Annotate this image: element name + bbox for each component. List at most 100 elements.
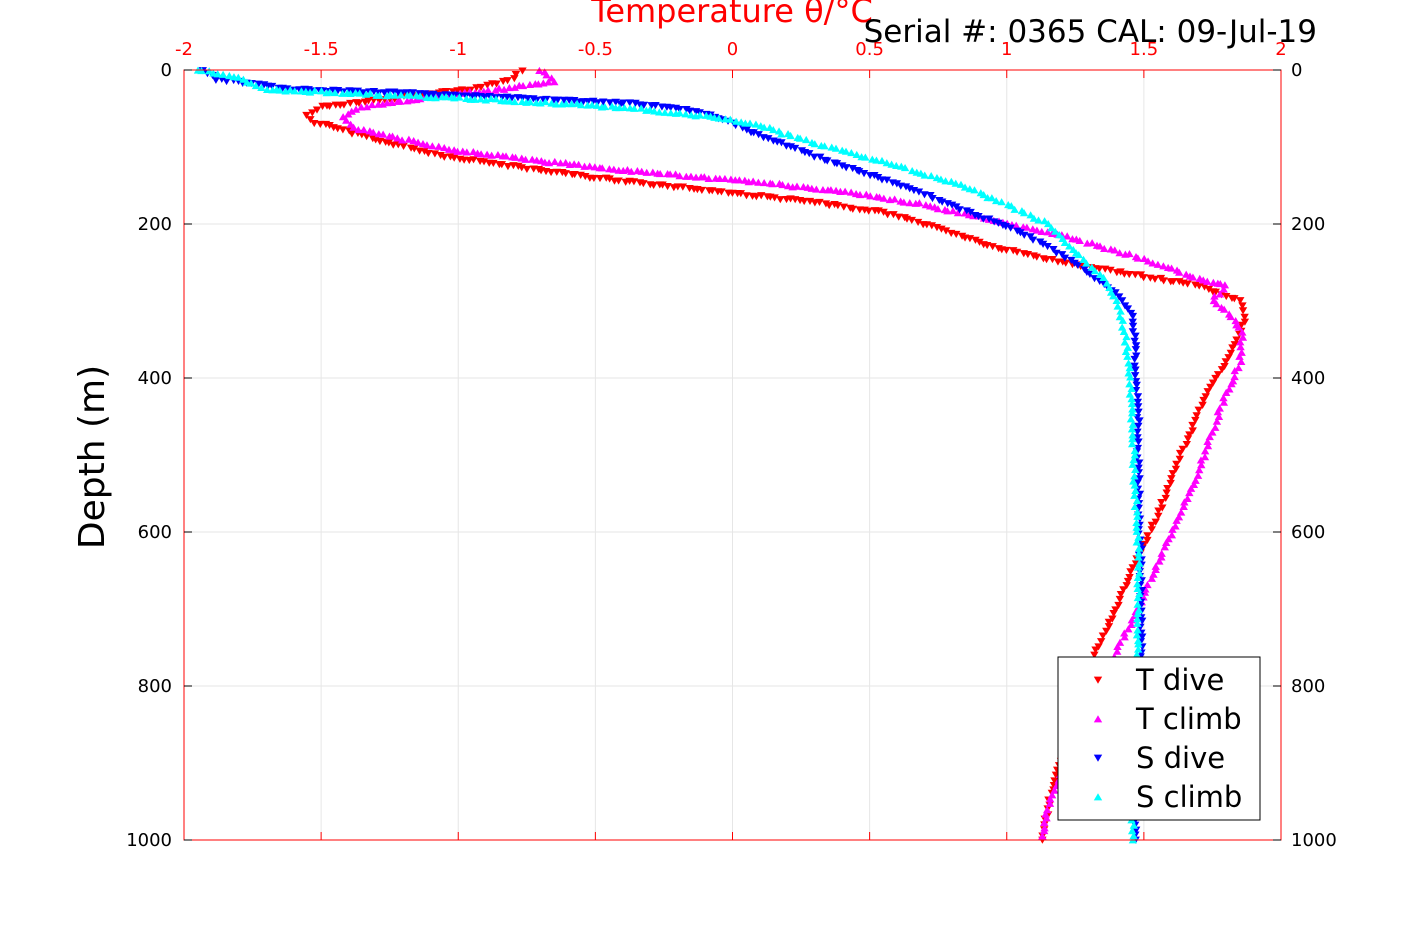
data-point — [570, 170, 579, 179]
data-point — [720, 174, 730, 183]
data-point — [393, 97, 403, 105]
y-tick-label-left: 200 — [138, 214, 172, 235]
data-point — [1224, 354, 1233, 362]
data-point — [1041, 810, 1050, 818]
y-tick-label-right: 1000 — [1291, 830, 1337, 851]
data-point — [561, 170, 570, 178]
data-point — [599, 98, 608, 106]
data-point — [444, 145, 454, 153]
data-point — [714, 114, 724, 122]
data-point — [759, 123, 769, 131]
data-point — [440, 143, 449, 152]
data-point — [325, 88, 334, 96]
data-point — [1206, 383, 1215, 391]
data-point — [1109, 609, 1118, 618]
data-point — [1096, 638, 1106, 646]
data-point — [1105, 283, 1114, 291]
data-point — [1157, 549, 1166, 557]
data-point — [503, 163, 513, 171]
data-point — [1188, 427, 1197, 435]
data-point — [879, 208, 888, 216]
data-point — [1130, 451, 1140, 459]
series-t-dive — [302, 67, 1250, 844]
data-point — [1134, 408, 1143, 416]
data-point — [429, 90, 438, 98]
data-point — [892, 161, 901, 170]
data-point — [1167, 475, 1176, 483]
data-point — [1133, 563, 1143, 571]
data-point — [1010, 205, 1019, 213]
data-point — [609, 165, 619, 173]
data-point — [1157, 498, 1166, 507]
data-point — [205, 67, 214, 75]
data-point — [855, 190, 865, 199]
data-point — [915, 199, 924, 207]
data-point — [1127, 409, 1137, 417]
data-point — [1217, 366, 1227, 374]
y-tick-label-left: 0 — [161, 60, 172, 81]
data-point — [1050, 777, 1059, 785]
data-point — [663, 183, 672, 191]
data-point — [1188, 421, 1197, 430]
data-point — [639, 180, 648, 188]
data-point — [344, 110, 353, 118]
data-point — [1129, 821, 1139, 829]
data-point — [1128, 435, 1137, 443]
data-point — [1019, 209, 1029, 217]
data-point — [1126, 373, 1135, 381]
data-point — [1012, 248, 1022, 256]
data-point — [974, 212, 983, 221]
data-point — [1100, 244, 1109, 252]
data-point — [988, 243, 997, 251]
data-point — [991, 197, 1001, 205]
data-point — [1090, 651, 1099, 659]
x-tick-label: -1.5 — [304, 39, 339, 60]
data-point — [1219, 305, 1229, 313]
data-point — [1119, 586, 1128, 594]
data-point — [491, 86, 500, 94]
data-point — [523, 95, 532, 103]
data-point — [1234, 323, 1243, 331]
data-point — [655, 108, 664, 116]
data-point — [979, 215, 988, 223]
data-point — [770, 194, 779, 202]
data-point — [1124, 625, 1133, 633]
data-point — [757, 192, 766, 200]
data-point — [1034, 216, 1043, 224]
data-point — [410, 145, 419, 153]
data-point — [947, 177, 956, 185]
data-point — [1212, 300, 1221, 308]
data-point — [831, 144, 841, 152]
data-point — [234, 73, 243, 81]
data-point — [1128, 564, 1137, 572]
data-point — [359, 89, 368, 97]
data-point — [1133, 593, 1143, 602]
data-point — [515, 81, 524, 89]
data-point — [593, 99, 602, 107]
data-point — [1201, 393, 1210, 401]
data-point — [1125, 364, 1134, 372]
data-point — [776, 196, 785, 204]
data-point — [1168, 470, 1177, 478]
data-point — [1133, 254, 1143, 262]
legend-box — [1057, 656, 1261, 821]
data-point — [1129, 456, 1138, 464]
data-point — [1116, 591, 1126, 599]
data-point — [717, 188, 726, 196]
data-point — [487, 151, 496, 159]
data-point — [620, 103, 629, 111]
data-point — [1153, 260, 1163, 268]
data-point — [956, 180, 966, 188]
data-point — [1132, 631, 1142, 639]
data-point — [1112, 296, 1121, 304]
data-point — [1134, 403, 1143, 411]
data-point — [317, 87, 326, 95]
data-point — [675, 172, 684, 180]
data-point — [310, 86, 319, 95]
data-point — [355, 89, 364, 97]
data-point — [778, 180, 787, 189]
data-point — [1120, 633, 1129, 641]
data-point — [222, 78, 231, 86]
data-point — [1125, 250, 1134, 258]
data-point — [802, 135, 811, 144]
